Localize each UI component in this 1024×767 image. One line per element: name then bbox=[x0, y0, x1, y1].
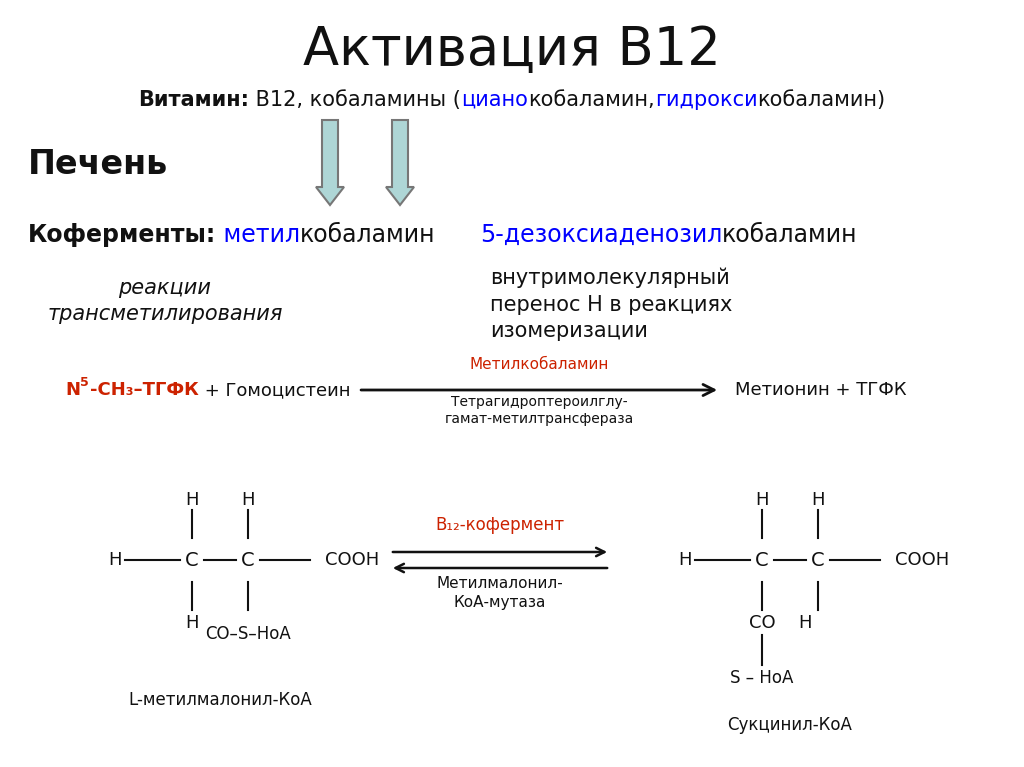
Text: + Гомоцистеин: + Гомоцистеин bbox=[199, 381, 350, 399]
Text: H: H bbox=[811, 491, 824, 509]
Text: 5: 5 bbox=[80, 376, 89, 389]
Text: C: C bbox=[755, 551, 769, 570]
Text: Активация В12: Активация В12 bbox=[303, 24, 721, 76]
Text: Сукцинил-КоА: Сукцинил-КоА bbox=[728, 716, 852, 734]
Text: COOH: COOH bbox=[895, 551, 949, 569]
Text: Коферменты:: Коферменты: bbox=[28, 223, 216, 247]
Text: Витамин:: Витамин: bbox=[138, 90, 250, 110]
Text: S – HoA: S – HoA bbox=[730, 669, 794, 687]
Text: В₁₂-кофермент: В₁₂-кофермент bbox=[435, 516, 564, 534]
Text: Метионин + ТГФК: Метионин + ТГФК bbox=[735, 381, 906, 399]
Text: метил: метил bbox=[216, 223, 300, 247]
Text: C: C bbox=[242, 551, 255, 570]
Text: кобаламин: кобаламин bbox=[300, 223, 436, 247]
Text: Метилмалонил-
КоА-мутаза: Метилмалонил- КоА-мутаза bbox=[436, 576, 563, 610]
Text: внутримолекулярный
перенос Н в реакциях
изомеризации: внутримолекулярный перенос Н в реакциях … bbox=[490, 268, 732, 341]
Text: В12, кобаламины (: В12, кобаламины ( bbox=[250, 90, 462, 110]
Polygon shape bbox=[386, 120, 414, 205]
Text: Печень: Печень bbox=[28, 149, 168, 182]
Text: H: H bbox=[185, 614, 199, 632]
Text: H: H bbox=[799, 614, 812, 632]
Text: CO: CO bbox=[749, 614, 775, 632]
Text: кобаламин: кобаламин bbox=[722, 223, 858, 247]
Text: кобаламин): кобаламин) bbox=[758, 90, 886, 110]
Polygon shape bbox=[316, 120, 344, 205]
Text: реакции
трансметилирования: реакции трансметилирования bbox=[47, 278, 283, 324]
Text: циано: циано bbox=[462, 90, 528, 110]
Text: H: H bbox=[678, 551, 692, 569]
Text: H: H bbox=[185, 491, 199, 509]
Text: COOH: COOH bbox=[325, 551, 379, 569]
Text: Метилкобаламин: Метилкобаламин bbox=[469, 357, 609, 372]
Text: Тетрагидроптероилглу-
гамат-метилтрансфераза: Тетрагидроптероилглу- гамат-метилтрансфе… bbox=[444, 395, 634, 426]
Text: -CH₃–ТГФК: -CH₃–ТГФК bbox=[90, 381, 199, 399]
Text: C: C bbox=[185, 551, 199, 570]
Text: гидрокси: гидрокси bbox=[654, 90, 758, 110]
Text: H: H bbox=[242, 491, 255, 509]
Text: CO–S–HoA: CO–S–HoA bbox=[205, 625, 291, 643]
Text: L-метилмалонил-КоА: L-метилмалонил-КоА bbox=[128, 691, 312, 709]
Text: кобаламин,: кобаламин, bbox=[528, 90, 654, 110]
Text: H: H bbox=[109, 551, 122, 569]
Text: 5-дезоксиаденозил: 5-дезоксиаденозил bbox=[480, 223, 722, 247]
Text: C: C bbox=[811, 551, 824, 570]
Text: N: N bbox=[65, 381, 80, 399]
Text: H: H bbox=[756, 491, 769, 509]
